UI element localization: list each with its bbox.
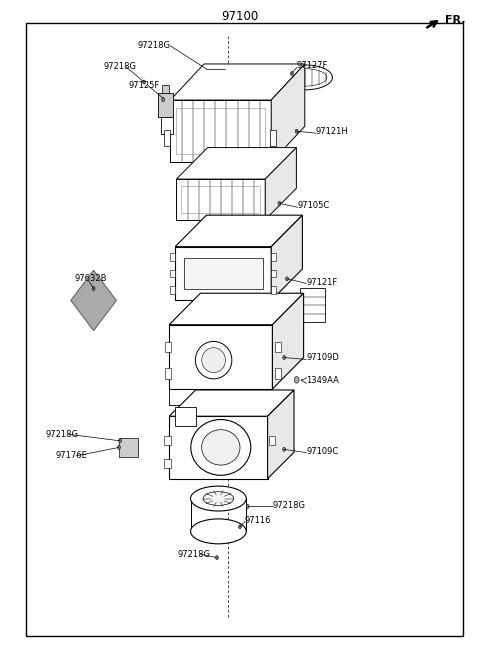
Polygon shape (161, 115, 173, 134)
Polygon shape (170, 64, 305, 100)
Text: 97218G: 97218G (103, 62, 136, 72)
Ellipse shape (191, 519, 246, 544)
Bar (270, 130, 276, 146)
Text: 97121H: 97121H (316, 127, 348, 136)
Text: 97109D: 97109D (306, 353, 339, 362)
Ellipse shape (202, 430, 240, 465)
Text: 97218G: 97218G (137, 41, 170, 51)
Polygon shape (162, 85, 169, 93)
Text: 97121F: 97121F (306, 277, 337, 287)
Circle shape (283, 356, 286, 359)
Polygon shape (177, 179, 265, 220)
Text: 97125F: 97125F (129, 81, 160, 90)
Circle shape (286, 277, 288, 281)
Circle shape (216, 556, 218, 560)
Text: 97632B: 97632B (74, 274, 107, 283)
Circle shape (162, 98, 165, 102)
Text: 97109C: 97109C (306, 447, 338, 456)
Polygon shape (268, 390, 294, 479)
Circle shape (119, 439, 121, 443)
Polygon shape (71, 270, 116, 331)
Polygon shape (169, 417, 268, 479)
Bar (275, 368, 280, 379)
Bar (271, 270, 276, 277)
Polygon shape (271, 64, 305, 162)
Bar (164, 130, 170, 146)
Bar (271, 253, 276, 261)
Bar (170, 270, 175, 277)
Polygon shape (184, 258, 263, 289)
Polygon shape (158, 93, 173, 117)
Bar (269, 436, 276, 445)
Circle shape (283, 447, 286, 451)
Circle shape (239, 525, 241, 529)
Polygon shape (175, 247, 271, 300)
Text: 97218G: 97218G (273, 501, 306, 510)
Ellipse shape (191, 486, 246, 511)
Polygon shape (271, 215, 302, 300)
Polygon shape (265, 148, 296, 220)
Text: 1349AA: 1349AA (306, 376, 339, 385)
Circle shape (246, 504, 249, 508)
Text: 97218G: 97218G (178, 550, 211, 559)
Ellipse shape (191, 420, 251, 475)
Polygon shape (170, 100, 271, 162)
Bar (170, 253, 175, 261)
Bar (271, 286, 276, 294)
Text: 97105C: 97105C (298, 201, 330, 211)
Bar (164, 436, 171, 445)
Polygon shape (169, 293, 304, 325)
Text: 97218G: 97218G (46, 430, 79, 439)
Ellipse shape (195, 341, 232, 379)
Polygon shape (169, 325, 272, 389)
Text: 97116: 97116 (245, 516, 271, 525)
Bar (165, 342, 171, 352)
Polygon shape (272, 293, 304, 389)
Bar (275, 342, 280, 352)
Text: 97127F: 97127F (297, 61, 328, 70)
Polygon shape (177, 148, 296, 179)
Bar (164, 459, 171, 468)
Circle shape (294, 377, 299, 383)
Text: FR.: FR. (445, 15, 466, 26)
Polygon shape (119, 438, 138, 457)
Bar (165, 368, 171, 379)
Text: 97176E: 97176E (55, 451, 87, 461)
Polygon shape (175, 407, 196, 426)
Circle shape (295, 129, 298, 133)
Bar (170, 286, 175, 294)
Text: 97100: 97100 (221, 10, 259, 23)
Ellipse shape (203, 492, 234, 505)
Circle shape (118, 445, 120, 449)
Circle shape (92, 287, 95, 291)
Circle shape (143, 80, 145, 84)
Polygon shape (175, 215, 302, 247)
Circle shape (290, 72, 293, 75)
Polygon shape (300, 288, 325, 322)
Polygon shape (169, 390, 294, 417)
Circle shape (278, 201, 281, 205)
Ellipse shape (202, 348, 226, 373)
